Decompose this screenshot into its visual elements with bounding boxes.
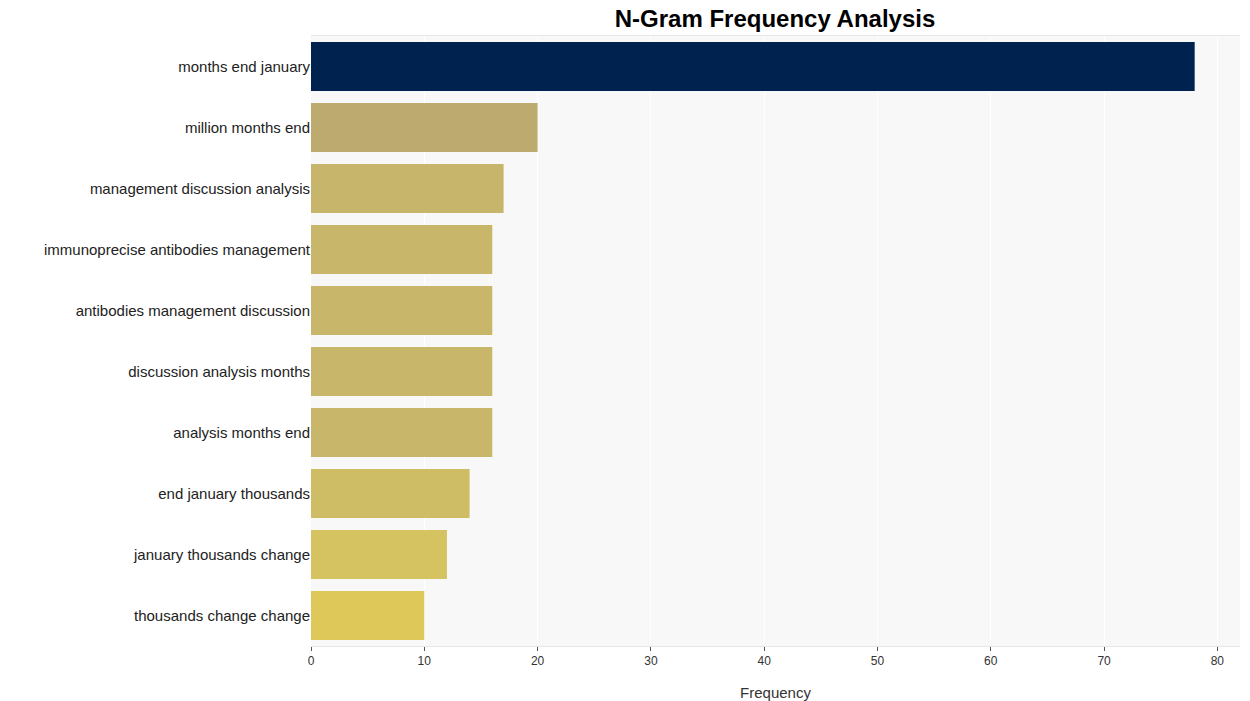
svg-text:months end january: months end january [178, 58, 310, 75]
svg-text:N-Gram Frequency Analysis: N-Gram Frequency Analysis [615, 5, 936, 32]
svg-text:million months end: million months end [185, 119, 310, 136]
svg-text:80: 80 [1211, 654, 1225, 668]
svg-text:immunoprecise antibodies manag: immunoprecise antibodies management [44, 241, 311, 258]
svg-text:50: 50 [871, 654, 885, 668]
svg-text:management discussion analysis: management discussion analysis [90, 180, 310, 197]
svg-text:20: 20 [531, 654, 545, 668]
svg-text:thousands change change: thousands change change [134, 607, 310, 624]
svg-text:Frequency: Frequency [740, 684, 811, 701]
svg-text:analysis months end: analysis months end [173, 424, 310, 441]
svg-text:60: 60 [984, 654, 998, 668]
svg-text:30: 30 [644, 654, 658, 668]
svg-text:0: 0 [308, 654, 315, 668]
svg-text:end january thousands: end january thousands [158, 485, 310, 502]
svg-text:january thousands change: january thousands change [133, 546, 310, 563]
svg-text:discussion analysis months: discussion analysis months [128, 363, 310, 380]
svg-text:70: 70 [1097, 654, 1111, 668]
svg-text:40: 40 [757, 654, 771, 668]
svg-text:10: 10 [418, 654, 432, 668]
svg-text:antibodies management discussi: antibodies management discussion [76, 302, 310, 319]
